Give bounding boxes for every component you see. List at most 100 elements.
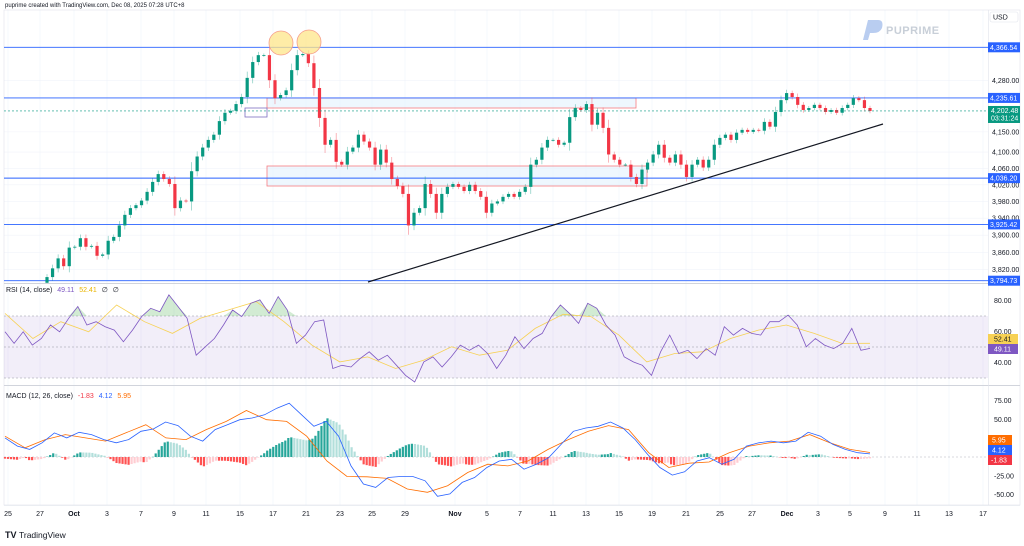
- candle-body: [762, 121, 766, 131]
- histogram-bar: [88, 452, 91, 457]
- histogram-bar: [305, 440, 308, 457]
- candle: [95, 241, 99, 260]
- candle-body: [173, 183, 177, 209]
- histogram-bar: [157, 449, 160, 457]
- time-axis[interactable]: 25 27 Oct 3 7 9 11 15 17 21 23 25 29 Nov 5 7 11 13 15 19 21 2…: [4, 511, 987, 518]
- histogram-bar: [477, 457, 480, 464]
- histogram-bar: [531, 457, 534, 465]
- histogram-bar: [495, 454, 498, 457]
- price-pane[interactable]: [4, 29, 988, 286]
- time-tick-label: 3: [816, 511, 820, 518]
- price-tick-label: 4,150.00: [992, 129, 1019, 136]
- candle: [801, 102, 805, 113]
- histogram-bar: [9, 457, 13, 460]
- histogram-bar: [139, 457, 142, 462]
- rsi-pane[interactable]: RSI (14, close) 49.11 52.41 ∅ ∅ 80.00 60.…: [4, 287, 1018, 383]
- histogram-bar: [624, 457, 627, 459]
- candle: [468, 181, 472, 195]
- histogram-bar: [504, 451, 507, 457]
- candle: [545, 136, 550, 151]
- grid: [4, 10, 988, 505]
- candle: [612, 151, 616, 163]
- price-axis[interactable]: USD 4,280.00 4,150.00 4,100.00 4,060.00 4,02…: [988, 11, 1020, 286]
- highlight-circle[interactable]: [296, 29, 322, 55]
- time-tick-label: 11: [913, 511, 920, 518]
- consolidation-box[interactable]: [244, 107, 268, 118]
- candle: [123, 210, 127, 230]
- histogram-bar: [736, 457, 739, 463]
- histogram-bar: [751, 455, 754, 457]
- candle: [390, 157, 394, 185]
- support-zone[interactable]: [266, 165, 648, 187]
- time-tick-label: Oct: [68, 511, 80, 518]
- price-tick-label: 4,100.00: [992, 150, 1019, 157]
- macd-axis[interactable]: 75.00 50.00 -25.00 -50.00: [994, 398, 1014, 499]
- histogram-bar: [356, 455, 359, 457]
- histogram-bar: [374, 457, 377, 467]
- highlight-circle[interactable]: [268, 30, 294, 56]
- histogram-bar: [272, 446, 275, 457]
- histogram-bar: [627, 457, 630, 461]
- candle: [645, 159, 650, 173]
- macd-pane[interactable]: MACD (12, 26, close) -1.83 4.12 5.95 75.…: [3, 393, 1014, 499]
- candle-body: [401, 186, 405, 194]
- histogram-bar: [386, 455, 389, 457]
- currency-button[interactable]: [989, 11, 1019, 23]
- histogram-bar: [308, 439, 311, 457]
- candle-body: [445, 186, 449, 194]
- candle-body: [212, 134, 216, 140]
- candle: [329, 137, 333, 148]
- time-tick-label: 25: [4, 511, 12, 518]
- candle-body: [818, 104, 822, 109]
- rsi-axis[interactable]: 80.00 60.00 40.00: [994, 298, 1012, 367]
- candle-body: [757, 129, 761, 131]
- puprime-watermark: PUPRIME: [863, 20, 939, 40]
- horizontal-levels[interactable]: [4, 46, 988, 282]
- macd-histogram-legend-value: -1.83: [78, 393, 94, 400]
- histogram-bar: [202, 457, 206, 467]
- histogram-bar: [519, 457, 522, 461]
- macd-badge: [988, 445, 1012, 455]
- candle-body: [156, 174, 160, 182]
- histogram-bar: [688, 457, 691, 462]
- histogram-bar: [582, 452, 585, 457]
- candle-body: [106, 240, 110, 255]
- candle: [101, 252, 105, 258]
- histogram-bar: [742, 457, 745, 459]
- macd-legend[interactable]: MACD (12, 26, close) -1.83 4.12 5.95: [6, 393, 131, 400]
- candle-body: [50, 268, 55, 278]
- level-badge-value: 4,366.54: [990, 45, 1017, 52]
- histogram-bar: [392, 452, 395, 457]
- double-top-markers[interactable]: [268, 29, 322, 56]
- histogram-bar: [567, 454, 570, 457]
- rsi-legend[interactable]: RSI (14, close) 49.11 52.41 ∅ ∅: [6, 287, 119, 294]
- histogram-bar: [648, 457, 652, 461]
- histogram-bar: [73, 455, 76, 457]
- histogram-bar: [290, 437, 293, 457]
- candle-body: [89, 245, 94, 247]
- histogram-bar: [471, 457, 474, 465]
- candle-body: [862, 100, 867, 109]
- histogram-bar: [706, 453, 709, 457]
- candle-body: [768, 121, 772, 127]
- candle: [162, 171, 166, 182]
- candle-body: [751, 129, 755, 132]
- tradingview-logo[interactable]: TV TradingView: [5, 530, 67, 540]
- histogram-bar: [254, 457, 257, 460]
- candle: [189, 162, 194, 211]
- histogram-bar: [748, 456, 751, 457]
- histogram-bar: [573, 451, 576, 457]
- candle-body: [468, 184, 472, 192]
- candle-body: [640, 169, 644, 184]
- candle: [629, 160, 633, 182]
- trendline[interactable]: [367, 123, 884, 283]
- candle: [829, 107, 833, 114]
- histogram-bar: [525, 457, 528, 464]
- histogram-bar: [28, 457, 31, 461]
- histogram-bar: [654, 457, 658, 463]
- histogram-bar: [709, 453, 712, 457]
- level-badge-value: 3,925.42: [990, 222, 1017, 229]
- histogram-bar: [465, 457, 468, 465]
- macd-line: [4, 402, 871, 497]
